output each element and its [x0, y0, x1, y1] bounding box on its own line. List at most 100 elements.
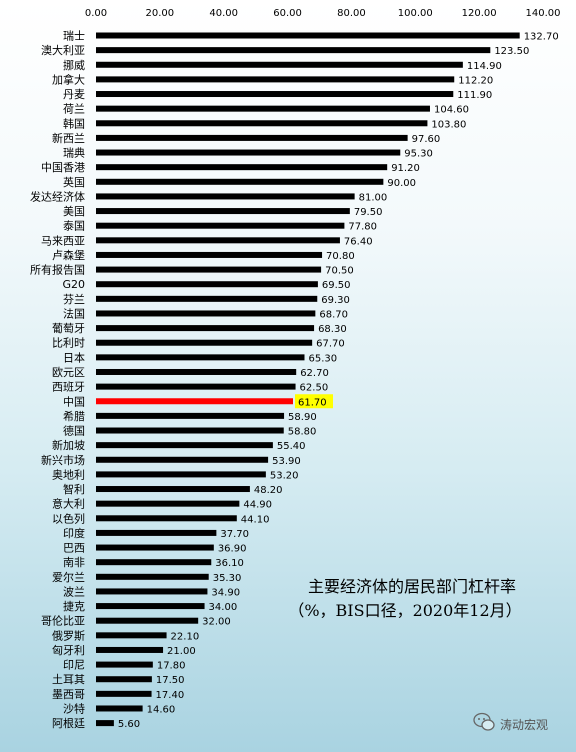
bar: [96, 310, 316, 317]
bar: [96, 295, 318, 302]
category-label: G20: [62, 278, 85, 291]
value-label: 58.90: [288, 412, 317, 423]
category-label: 瑞典: [63, 146, 85, 160]
category-label: 西班牙: [52, 381, 85, 394]
watermark-text: 涛动宏观: [500, 717, 548, 732]
value-label: 34.00: [209, 602, 238, 613]
category-label: 沙特: [63, 701, 85, 715]
category-label: 英国: [63, 175, 85, 189]
value-label: 132.70: [524, 32, 559, 43]
category-label: 比利时: [52, 337, 85, 350]
bar: [96, 705, 143, 712]
bar: [96, 61, 463, 68]
bar: [96, 164, 388, 171]
value-label: 53.90: [272, 456, 301, 467]
value-label: 17.50: [156, 675, 185, 686]
category-label: 爱尔兰: [52, 571, 85, 584]
bar: [96, 676, 152, 683]
category-label: 智利: [63, 482, 85, 496]
category-label: 日本: [63, 350, 85, 364]
category-label: 印尼: [63, 659, 85, 672]
value-label: 70.50: [325, 266, 354, 277]
value-label: 95.30: [404, 149, 433, 160]
x-axis-ticks: 0.00 20.00 40.00 60.00 80.00 100.00 120.00 140.…: [85, 8, 561, 19]
x-tick-label: 40.00: [209, 8, 238, 19]
category-label: 印度: [63, 526, 85, 540]
value-label: 61.70: [298, 397, 327, 408]
value-label: 123.50: [494, 46, 529, 57]
category-label: 新加坡: [52, 438, 85, 452]
category-label: 美国: [63, 205, 85, 218]
bar: [96, 120, 428, 127]
value-label: 35.30: [213, 573, 242, 584]
category-label: 挪威: [63, 58, 85, 72]
category-label: 泰国: [63, 219, 85, 233]
category-label: 哥伦比亚: [41, 614, 85, 628]
bar: [96, 412, 285, 419]
value-label: 17.80: [157, 661, 186, 672]
value-label: 81.00: [359, 192, 388, 203]
value-label: 69.30: [321, 295, 350, 306]
category-label: 法国: [63, 306, 85, 320]
value-label: 36.90: [218, 544, 247, 555]
value-label: 91.20: [391, 163, 420, 174]
bar: [96, 500, 240, 507]
value-label: 67.70: [316, 339, 345, 350]
category-labels: 瑞士澳大利亚挪威加拿大丹麦荷兰韩国新西兰瑞典中国香港英国发达经济体美国泰国马来西…: [30, 29, 85, 731]
value-label: 48.20: [254, 485, 283, 496]
category-label: 奥地利: [52, 467, 85, 481]
category-label: 发达经济体: [30, 189, 85, 203]
category-label: 马来西亚: [41, 234, 85, 247]
value-label: 37.70: [220, 529, 249, 540]
x-tick-label: 80.00: [337, 8, 366, 19]
bar: [96, 32, 520, 39]
category-label: 中国香港: [41, 161, 85, 174]
category-label: 加拿大: [52, 72, 85, 86]
value-label: 69.50: [322, 280, 351, 291]
category-label: 俄罗斯: [52, 629, 85, 642]
category-label: 韩国: [63, 116, 85, 130]
value-label: 68.30: [318, 324, 347, 335]
category-label: 德国: [63, 424, 85, 438]
value-label: 68.70: [319, 309, 348, 320]
bar: [96, 573, 209, 580]
category-label: 巴西: [63, 542, 85, 555]
value-label: 58.80: [288, 427, 317, 438]
category-label: 荷兰: [63, 103, 85, 116]
bar: [96, 208, 350, 215]
bar: [96, 559, 212, 566]
category-label: 捷克: [63, 599, 85, 613]
category-label: 匈牙利: [52, 643, 85, 657]
category-label: 葡萄牙: [52, 322, 85, 335]
value-label: 90.00: [387, 178, 416, 189]
category-label: 新兴市场: [41, 453, 85, 467]
category-label: 芬兰: [63, 293, 85, 306]
bar: [96, 222, 345, 229]
value-label: 114.90: [467, 61, 502, 72]
value-label: 103.80: [431, 119, 466, 130]
highlight-label-background: [294, 394, 333, 409]
x-tick-label: 60.00: [273, 8, 302, 19]
x-tick-label: 120.00: [462, 8, 497, 19]
value-label: 44.90: [243, 500, 272, 511]
value-label: 111.90: [457, 90, 492, 101]
bar: [96, 178, 384, 185]
watermark: 涛动宏观: [473, 712, 548, 732]
bar: [96, 281, 318, 288]
value-labels: 132.70 123.50 114.90 112.20 111.90 104.60 103.…: [118, 32, 559, 731]
bar: [96, 354, 305, 361]
x-tick-label: 100.00: [398, 8, 433, 19]
bar: [96, 76, 455, 83]
bar: [96, 661, 153, 668]
x-tick-label: 0.00: [85, 8, 107, 19]
x-tick-label: 20.00: [146, 8, 175, 19]
value-label: 79.50: [354, 207, 383, 218]
category-label: 希腊: [63, 409, 85, 423]
value-label: 62.70: [300, 368, 329, 379]
bar: [96, 47, 491, 54]
value-label: 77.80: [348, 222, 377, 233]
bar: [96, 368, 297, 375]
bar: [96, 529, 217, 536]
bar: [96, 427, 284, 434]
